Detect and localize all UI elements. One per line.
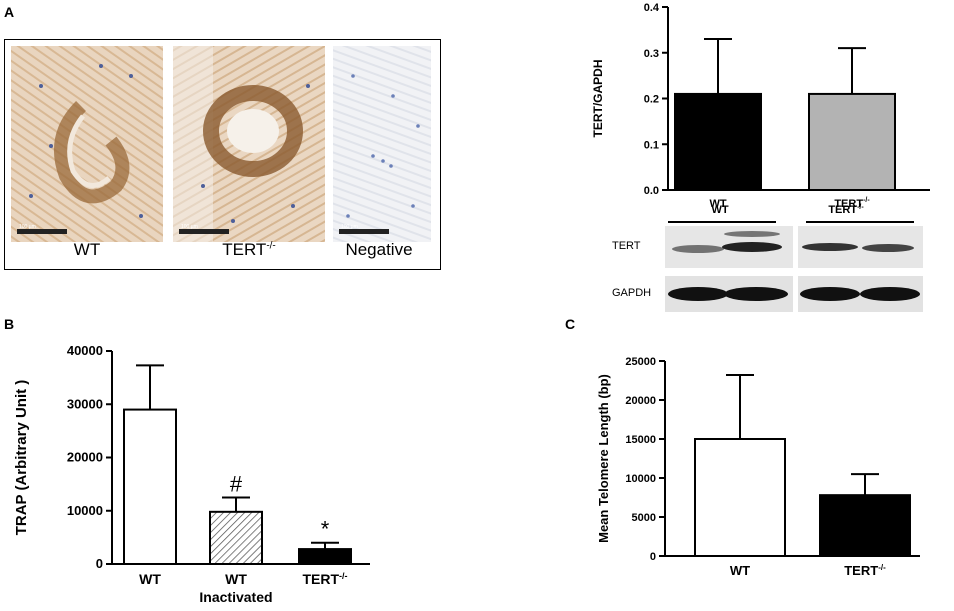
- y-tick-label: 0.0: [644, 185, 659, 197]
- significance-marker: #: [230, 471, 243, 496]
- bar: [808, 92, 896, 191]
- tissue-blue-icon: [333, 46, 431, 242]
- significance-marker: *: [321, 517, 330, 542]
- tissue-brown-icon: [11, 46, 163, 242]
- y-tick-label: 0.3: [644, 48, 659, 60]
- y-tick-label: 20000: [625, 395, 656, 407]
- y-tick-label: 30000: [67, 396, 103, 411]
- bar: [819, 494, 911, 558]
- category-label: WT: [139, 571, 161, 587]
- y-tick-label: 10000: [67, 503, 103, 518]
- scale-bar-label: 100 µm: [19, 224, 36, 230]
- panel-letter-b: B: [4, 316, 15, 332]
- panel-letter-a: A: [4, 4, 15, 20]
- category-label: TERT-/-: [834, 197, 870, 210]
- category-label: WT: [709, 198, 726, 210]
- y-tick-label: 0: [96, 556, 103, 571]
- scale-bar: [179, 229, 229, 234]
- scale-bar-label: 100 µm: [181, 224, 198, 230]
- bar: [674, 92, 762, 191]
- histology-figure: 100 µm WT 100 µm TERT-/-: [4, 39, 441, 270]
- y-axis-label: TERT/GAPDH: [591, 60, 605, 138]
- y-tick-label: 10000: [625, 473, 656, 485]
- scale-bar-label: 100 µm: [341, 224, 358, 230]
- scale-bar: [17, 229, 67, 234]
- category-label: TERT-/-: [844, 563, 886, 578]
- bar: [694, 438, 786, 557]
- category-label: WT: [225, 571, 247, 587]
- category-sublabel: Inactivated: [199, 589, 272, 605]
- histology-label-tert: TERT-/-: [222, 240, 276, 259]
- y-tick-label: 0: [650, 551, 656, 563]
- scale-bar: [339, 229, 389, 234]
- y-axis-label: Mean Telomere Length (bp): [596, 374, 611, 543]
- histology-label-negative: Negative: [345, 240, 413, 259]
- category-label: TERT-/-: [302, 571, 347, 587]
- histology-image-tert: 100 µm: [173, 46, 325, 242]
- y-tick-label: 0.1: [644, 139, 659, 151]
- histology-label-wt: WT: [73, 240, 101, 259]
- y-axis-label: TRAP (Arbitrary Unit ): [13, 380, 30, 536]
- y-tick-label: 25000: [625, 356, 656, 368]
- y-tick-label: 0.2: [644, 94, 659, 106]
- histology-image-wt: 100 µm: [11, 46, 163, 242]
- y-tick-label: 0.4: [644, 2, 660, 14]
- histology-image-negative: 100 µm: [333, 46, 431, 242]
- tissue-brown-icon: [173, 46, 325, 242]
- y-tick-label: 15000: [625, 434, 656, 446]
- panel-letter-c: C: [565, 316, 576, 332]
- category-label: WT: [730, 563, 750, 578]
- y-tick-label: 20000: [67, 450, 103, 465]
- y-tick-label: 5000: [632, 512, 656, 524]
- y-tick-label: 40000: [67, 343, 103, 358]
